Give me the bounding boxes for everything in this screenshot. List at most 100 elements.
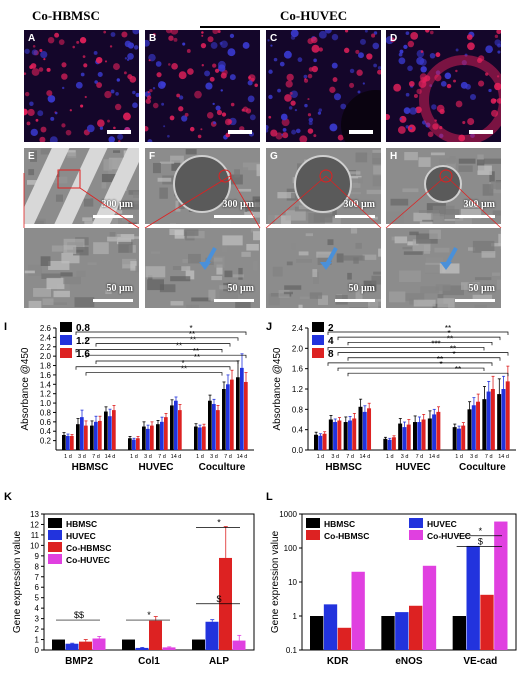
- cell-dot: [27, 108, 35, 117]
- cell-dot: [291, 129, 297, 135]
- scale-bar: [335, 215, 375, 218]
- cell-dot: [420, 50, 424, 53]
- cell-dot: [299, 135, 308, 142]
- cell-dot: [54, 111, 58, 115]
- cell-dot: [266, 125, 269, 130]
- significance-mark: **: [437, 355, 443, 364]
- surface-grain: [439, 263, 460, 274]
- legend-swatch: [60, 348, 72, 358]
- scale-label: 50 μm: [227, 283, 255, 294]
- cell-dot: [248, 74, 256, 82]
- cell-dot: [133, 45, 139, 50]
- cell-dot: [168, 35, 174, 41]
- scaffold-strut: [47, 148, 109, 224]
- significance-bracket: [347, 372, 509, 377]
- bar: [128, 438, 132, 450]
- cell-dot: [478, 80, 485, 87]
- legend-label: Co-HBMSC: [324, 531, 369, 541]
- legend-label: HUVEC: [427, 519, 457, 529]
- cell-dot: [373, 63, 377, 68]
- cell-dot: [96, 82, 103, 88]
- cell-dot: [201, 64, 204, 67]
- cell-dot: [94, 80, 98, 84]
- cell-dot: [290, 100, 296, 106]
- surface-grain: [288, 235, 303, 246]
- cell-dot: [200, 128, 203, 131]
- cell-dot: [178, 71, 187, 80]
- day-tick-label: 1 d: [386, 454, 394, 460]
- group-label: HBMSC: [72, 462, 109, 473]
- scale-label: 300 μm: [101, 199, 134, 210]
- surface-grain: [208, 289, 216, 301]
- surface-grain: [49, 302, 68, 305]
- y-tick-label: 2.0: [292, 344, 304, 353]
- cell-dot: [329, 86, 336, 93]
- cell-dot: [254, 83, 258, 88]
- cell-dot: [217, 30, 221, 34]
- panel-label: G: [270, 151, 278, 162]
- bar: [501, 389, 506, 450]
- cell-dot: [373, 31, 378, 35]
- significance-mark: **: [450, 345, 456, 354]
- cell-dot: [364, 30, 368, 33]
- cell-dot: [156, 72, 162, 78]
- surface-grain: [185, 298, 192, 308]
- chart-i: I0.20.40.60.81.01.21.41.61.82.02.22.42.6…: [4, 321, 254, 473]
- scaffold-strut: [24, 148, 71, 224]
- surface-grain: [185, 270, 195, 280]
- surface-grain: [342, 255, 365, 261]
- cell-dot: [332, 77, 338, 83]
- bar: [310, 616, 324, 650]
- image-texture: [145, 30, 258, 142]
- cell-dot: [331, 33, 339, 41]
- cell-dot: [303, 78, 309, 83]
- cell-dot: [399, 115, 407, 123]
- bar: [226, 384, 230, 450]
- significance-bracket: [75, 331, 247, 335]
- group-label: Coculture: [459, 462, 506, 473]
- surface-grain: [130, 261, 137, 271]
- bar: [135, 647, 149, 650]
- cell-dot: [247, 80, 253, 86]
- cell-dot: [116, 78, 120, 82]
- cell-dot: [72, 45, 76, 49]
- surface-grain: [418, 209, 440, 214]
- day-tick-label: 14 d: [105, 454, 116, 460]
- surface-grain: [458, 165, 473, 172]
- cell-dot: [407, 40, 415, 48]
- bar: [358, 406, 363, 450]
- surface-grain: [187, 253, 201, 264]
- bar: [367, 408, 372, 450]
- day-tick-label: 3 d: [78, 454, 86, 460]
- surface-grain: [477, 154, 484, 164]
- significance-mark: ***: [431, 339, 440, 348]
- surface-grain: [241, 251, 251, 257]
- bar: [486, 391, 491, 450]
- cell-dot: [132, 30, 139, 35]
- surface-grain: [355, 152, 368, 163]
- image-texture: [24, 148, 139, 224]
- surface-grain: [181, 266, 191, 271]
- bar: [122, 639, 135, 650]
- fluorescence-image-b: B: [145, 30, 260, 142]
- cell-dot: [337, 134, 344, 141]
- cell-dot: [227, 48, 236, 57]
- legend-label: HBMSC: [66, 519, 97, 529]
- cell-dot: [152, 33, 156, 36]
- cell-dot: [69, 109, 72, 112]
- cell-dot: [104, 60, 108, 63]
- cell-dot: [397, 126, 406, 134]
- cell-dot: [114, 103, 122, 111]
- y-tick-label: 10: [30, 541, 39, 550]
- day-tick-label: 1 d: [64, 454, 72, 460]
- surface-grain: [317, 295, 328, 305]
- arrowhead-icon: [440, 262, 452, 270]
- surface-grain: [362, 254, 377, 260]
- significance-mark: *: [447, 329, 450, 338]
- significance-mark: *: [189, 324, 192, 333]
- bar: [452, 427, 457, 450]
- y-axis-label: Gene expression value: [270, 530, 281, 633]
- cell-dot: [288, 106, 293, 110]
- cell-dot: [460, 81, 468, 89]
- surface-grain: [76, 270, 86, 278]
